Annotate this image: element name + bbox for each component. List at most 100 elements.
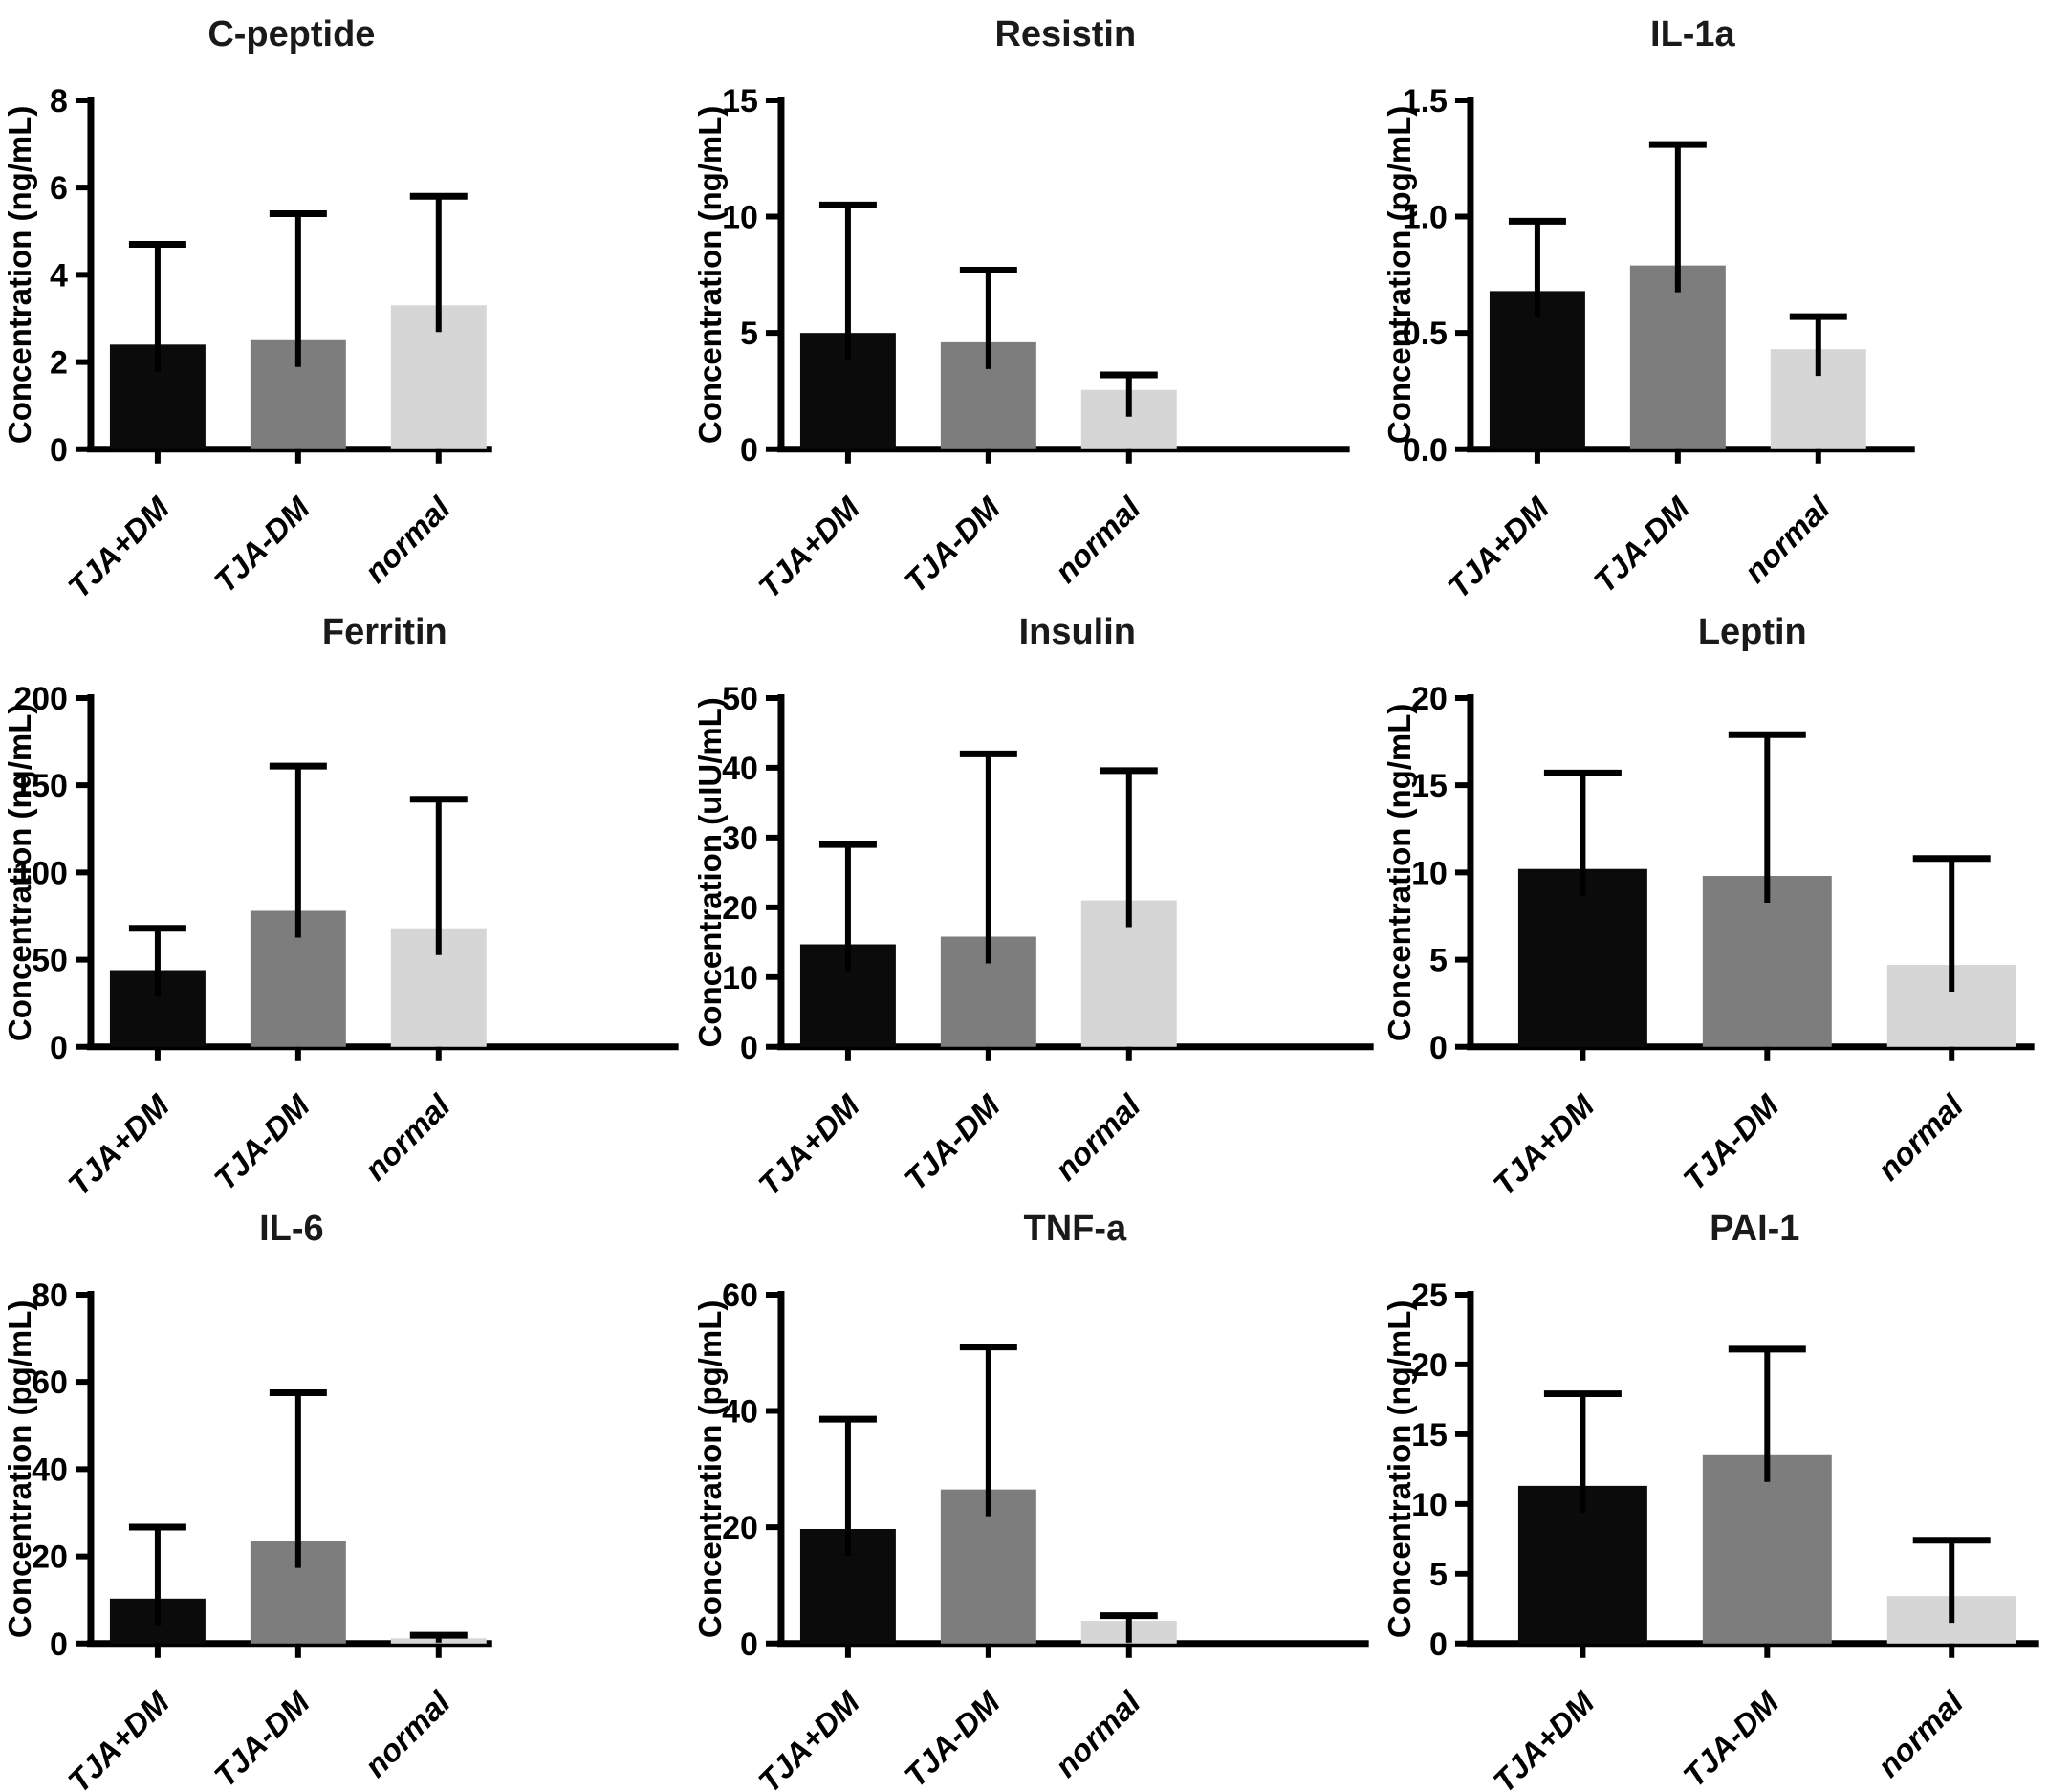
y-tick-label: 0 [1429, 1029, 1448, 1065]
x-tick-label: normal [358, 1684, 457, 1783]
x-tick-label: TJA+DM [751, 489, 866, 604]
chart-svg-2: Resistin Concentration (ng/mL) 0 5 10 15 TJA+D… [692, 14, 1350, 605]
y-axis-label: Concentration (ng/mL) [692, 106, 728, 444]
chart-title: PAI-1 [1710, 1209, 1800, 1249]
y-tick-label: 20 [1411, 1347, 1448, 1384]
y-tick-label: 0.5 [1403, 316, 1448, 352]
chart-svg-4: Ferritin Concentration (ng/mL) 0 50 100 150 20… [2, 612, 679, 1202]
y-tick-label: 0 [740, 432, 758, 469]
y-tick-label: 50 [722, 681, 758, 717]
y-axis-label: Concentration (ng/mL) [1382, 703, 1417, 1040]
y-tick-label: 10 [722, 960, 758, 996]
x-tick-label: TJA+DM [61, 489, 177, 604]
y-tick-label: 0.0 [1403, 432, 1448, 469]
x-tick-label: normal [1737, 490, 1837, 589]
bar-TJA-DM [1703, 1455, 1833, 1645]
chart-title: Insulin [1018, 612, 1135, 652]
y-tick-label: 40 [32, 1453, 68, 1489]
chart-svg-9: PAI-1 Concentration (ng/mL) 0 5 10 15 20 25 TJA+… [1382, 1209, 2040, 1792]
y-tick-label: 5 [1429, 1557, 1448, 1593]
x-tick-label: normal [1047, 1087, 1146, 1187]
x-tick-label: normal [1871, 1684, 1971, 1783]
y-axis-label: Concentration (pg/mL) [1382, 106, 1417, 444]
chart-panel-6: Leptin Concentration (ng/mL) 0 5 10 15 20 TJA+D… [1380, 598, 2070, 1202]
chart-title: TNF-a [1023, 1209, 1126, 1249]
y-tick-label: 10 [722, 200, 758, 236]
y-axis-label: Concentration (pg/mL) [2, 1300, 37, 1638]
x-tick-label: normal [1047, 490, 1146, 589]
x-tick-label: TJA-DM [207, 1684, 317, 1792]
chart-svg-6: Leptin Concentration (ng/mL) 0 5 10 15 20 TJA+D… [1382, 612, 2036, 1202]
chart-svg-7: IL-6 Concentration (pg/mL) 0 20 40 60 80 TJA+DM… [2, 1209, 492, 1792]
y-tick-label: 150 [13, 768, 68, 804]
chart-title: Leptin [1698, 612, 1807, 652]
y-tick-label: 8 [50, 83, 68, 120]
bar-TJA-DM [1630, 265, 1727, 449]
chart-panel-8: TNF-a Concentration (pg/mL) 0 20 40 60 TJA+DM T… [690, 1194, 1381, 1792]
y-tick-label: 1.5 [1403, 83, 1448, 120]
x-tick-label: TJA-DM [1676, 1086, 1786, 1196]
y-tick-label: 30 [722, 820, 758, 857]
y-tick-label: 0 [50, 432, 68, 469]
x-tick-label: TJA-DM [1587, 489, 1697, 599]
y-tick-label: 15 [1411, 1417, 1448, 1453]
chart-title: IL-1a [1650, 14, 1736, 55]
chart-panel-3: IL-1a Concentration (pg/mL) 0.0 0.5 1.0 1.5 TJ… [1380, 0, 2070, 605]
y-tick-label: 80 [32, 1278, 68, 1314]
chart-panel-2: Resistin Concentration (ng/mL) 0 5 10 15 TJA+D… [690, 0, 1381, 605]
x-tick-label: normal [1047, 1684, 1146, 1783]
chart-svg-1: C-peptide Concentration (ng/mL) 0 2 4 6 8 TJA+D… [2, 14, 492, 605]
chart-panel-7: IL-6 Concentration (pg/mL) 0 20 40 60 80 TJA+DM… [0, 1194, 690, 1792]
x-tick-label: TJA+DM [751, 1684, 866, 1792]
y-tick-label: 25 [1411, 1278, 1448, 1314]
y-tick-label: 0 [740, 1029, 758, 1065]
y-tick-label: 20 [722, 1511, 758, 1547]
y-axis-label: Concentration (ng/mL) [2, 106, 37, 444]
y-tick-label: 100 [13, 855, 68, 891]
y-tick-label: 1.0 [1403, 200, 1448, 236]
x-tick-label: TJA+DM [61, 1086, 177, 1202]
chart-panel-9: PAI-1 Concentration (ng/mL) 0 5 10 15 20 25 TJA+… [1380, 1194, 2070, 1792]
y-axis-label: Concentration (ng/mL) [2, 703, 37, 1040]
bar-TJA+DM [1518, 868, 1648, 1047]
x-tick-label: normal [358, 1087, 457, 1187]
y-tick-label: 2 [50, 345, 68, 382]
x-tick-label: TJA+DM [1487, 1684, 1602, 1792]
x-tick-label: TJA-DM [207, 489, 317, 599]
y-tick-label: 5 [1429, 942, 1448, 978]
chart-title: C-peptide [207, 14, 375, 55]
y-tick-label: 15 [1411, 768, 1448, 804]
x-tick-label: TJA-DM [1676, 1684, 1786, 1792]
x-tick-label: TJA+DM [1441, 489, 1557, 604]
y-tick-label: 10 [1411, 855, 1448, 891]
chart-title: Resistin [994, 14, 1136, 55]
chart-title: IL-6 [259, 1209, 324, 1249]
x-tick-label: TJA+DM [751, 1086, 866, 1202]
chart-svg-3: IL-1a Concentration (pg/mL)0.0 0.5 1.0 1.5 TJ… [1382, 14, 1916, 605]
y-axis-label: Concentration (ng/mL) [1382, 1300, 1417, 1638]
bar-TJA-DM [1703, 875, 1833, 1047]
y-tick-label: 4 [50, 257, 68, 294]
y-axis-label: Concentration (uIU/mL) [692, 697, 728, 1047]
y-tick-label: 0 [740, 1627, 758, 1663]
y-tick-label: 0 [50, 1627, 68, 1663]
chart-svg-8: TNF-a Concentration (pg/mL) 0 20 40 60 TJA+DM T… [692, 1209, 1369, 1792]
x-tick-label: TJA-DM [897, 489, 1007, 599]
chart-panel-1: C-peptide Concentration (ng/mL) 0 2 4 6 8 TJA+D… [0, 0, 690, 605]
x-tick-label: TJA-DM [897, 1086, 1007, 1196]
y-tick-label: 20 [722, 890, 758, 927]
chart-svg-5: Insulin Concentration (uIU/mL) 0 10 20 30 40 50… [692, 612, 1374, 1202]
y-tick-label: 60 [722, 1278, 758, 1314]
x-tick-label: TJA+DM [61, 1684, 177, 1792]
y-tick-label: 200 [13, 681, 68, 717]
y-tick-label: 6 [50, 170, 68, 207]
chart-title: Ferritin [322, 612, 447, 652]
x-tick-label: TJA-DM [897, 1684, 1007, 1792]
chart-panel-4: Ferritin Concentration (ng/mL) 0 50 100 150 20… [0, 598, 690, 1202]
y-tick-label: 15 [722, 83, 758, 120]
y-axis-label: Concentration (pg/mL) [692, 1300, 728, 1638]
y-tick-label: 40 [722, 751, 758, 787]
y-tick-label: 60 [32, 1366, 68, 1402]
y-tick-label: 50 [32, 942, 68, 978]
